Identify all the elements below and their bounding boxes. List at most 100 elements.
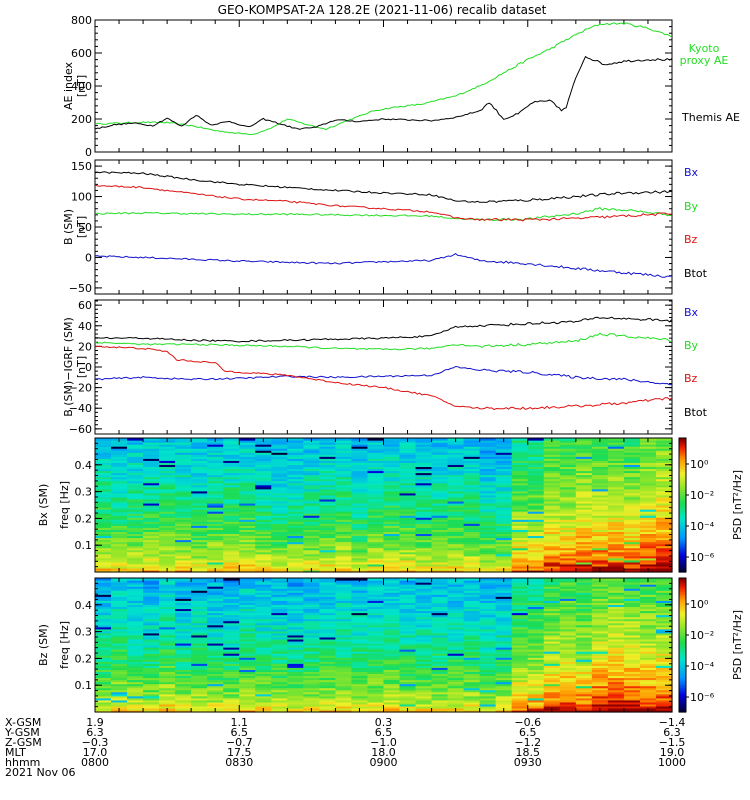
psd-cell bbox=[639, 486, 657, 490]
psd-cell bbox=[591, 452, 609, 455]
psd-cell bbox=[175, 476, 192, 480]
psd-cell bbox=[447, 541, 465, 545]
psd-cell bbox=[495, 456, 513, 459]
psd-cell bbox=[287, 488, 304, 492]
psd-cell bbox=[623, 533, 641, 537]
psd-cell bbox=[143, 667, 160, 670]
series-line-btot bbox=[95, 316, 672, 343]
psd-cell bbox=[351, 484, 369, 488]
psd-cell bbox=[95, 563, 112, 567]
psd-cell bbox=[223, 507, 240, 510]
psd-cell bbox=[431, 618, 449, 622]
psd-cell bbox=[607, 547, 625, 551]
psd-cell bbox=[159, 456, 176, 459]
psd-cell bbox=[191, 679, 208, 683]
psd-cell bbox=[175, 460, 192, 463]
psd-cell bbox=[335, 681, 353, 685]
psd-cell bbox=[367, 598, 385, 601]
colorbar-cell bbox=[679, 442, 686, 446]
psd-cell bbox=[431, 677, 449, 681]
psd-cell bbox=[511, 671, 529, 675]
psd-cell bbox=[335, 515, 353, 518]
psd-cell bbox=[463, 480, 481, 484]
psd-cell bbox=[255, 458, 272, 461]
psd-cell bbox=[335, 535, 353, 539]
psd-cell bbox=[575, 659, 593, 662]
psd-cell bbox=[143, 614, 160, 618]
psd-cell bbox=[191, 498, 208, 502]
psd-cell bbox=[479, 699, 497, 703]
psd-cell bbox=[575, 665, 593, 668]
y-tick-label: −20 bbox=[69, 382, 92, 395]
psd-cell bbox=[159, 551, 176, 555]
psd-cell bbox=[463, 511, 481, 514]
psd-cell bbox=[415, 486, 433, 490]
psd-cell bbox=[287, 626, 304, 630]
psd-cell bbox=[559, 452, 577, 455]
psd-cell bbox=[367, 691, 385, 695]
psd-cell bbox=[127, 689, 144, 693]
psd-cell bbox=[543, 444, 561, 447]
psd-cell bbox=[479, 541, 497, 545]
psd-cell bbox=[127, 679, 144, 683]
psd-cell bbox=[415, 695, 433, 699]
psd-cell bbox=[111, 616, 128, 620]
psd-cell bbox=[575, 553, 593, 557]
psd-cell bbox=[655, 505, 673, 508]
psd-cell bbox=[159, 490, 176, 494]
psd-cell bbox=[607, 567, 625, 571]
psd-cell bbox=[127, 563, 144, 567]
psd-cell bbox=[431, 551, 449, 555]
psd-cell bbox=[319, 478, 337, 482]
psd-cell bbox=[111, 523, 128, 526]
psd-cell bbox=[319, 628, 337, 632]
psd-cell bbox=[415, 588, 433, 591]
psd-cell bbox=[415, 679, 433, 683]
psd-cell bbox=[559, 541, 577, 545]
psd-cell bbox=[319, 462, 337, 465]
psd-cell bbox=[255, 687, 272, 691]
psd-cell bbox=[447, 626, 465, 630]
psd-cell bbox=[527, 488, 545, 492]
psd-cell bbox=[319, 513, 337, 516]
psd-cell bbox=[175, 470, 192, 474]
psd-cell bbox=[575, 647, 593, 650]
psd-cell bbox=[271, 470, 288, 474]
psd-cell bbox=[95, 693, 112, 697]
psd-cell bbox=[143, 685, 160, 689]
psd-cell bbox=[415, 500, 433, 504]
psd-cell bbox=[559, 638, 577, 642]
psd-cell bbox=[655, 541, 673, 545]
psd-cell bbox=[303, 651, 320, 654]
psd-cell bbox=[175, 608, 192, 612]
psd-cell bbox=[591, 456, 609, 459]
psd-cell bbox=[239, 663, 256, 666]
psd-cell bbox=[303, 610, 320, 614]
psd-cell bbox=[559, 608, 577, 612]
psd-cell bbox=[239, 539, 256, 543]
psd-cell bbox=[111, 606, 128, 610]
psd-cell bbox=[111, 691, 128, 695]
psd-cell bbox=[431, 671, 449, 675]
psd-cell bbox=[95, 539, 112, 543]
psd-cell bbox=[175, 509, 192, 512]
psd-cell bbox=[351, 632, 369, 636]
psd-cell bbox=[399, 586, 417, 589]
psd-cell bbox=[159, 695, 176, 699]
psd-cell bbox=[607, 452, 625, 455]
psd-cell bbox=[495, 513, 513, 516]
psd-cell bbox=[111, 582, 128, 585]
psd-cell bbox=[271, 612, 288, 616]
psd-cell bbox=[143, 580, 160, 583]
psd-cell bbox=[303, 490, 320, 494]
psd-cell bbox=[191, 657, 208, 660]
psd-cell bbox=[287, 588, 304, 591]
psd-cell bbox=[415, 547, 433, 551]
psd-cell bbox=[415, 541, 433, 545]
colorbar-cell bbox=[679, 525, 686, 528]
psd-cell bbox=[543, 606, 561, 610]
psd-cell bbox=[559, 521, 577, 524]
psd-cell bbox=[239, 444, 256, 447]
psd-cell bbox=[527, 614, 545, 618]
psd-cell bbox=[223, 610, 240, 614]
